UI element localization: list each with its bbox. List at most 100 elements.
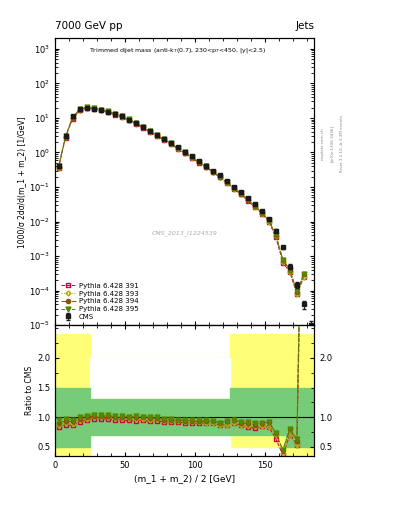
Y-axis label: Ratio to CMS: Ratio to CMS xyxy=(25,366,34,415)
Line: Pythia 6.428 391: Pythia 6.428 391 xyxy=(57,106,306,296)
Pythia 6.428 394 xyxy=(161,136,166,142)
Pythia 6.428 391 xyxy=(217,175,222,181)
Pythia 6.428 391 xyxy=(246,198,250,204)
Pythia 6.428 391 xyxy=(126,117,131,123)
Pythia 6.428 393 xyxy=(294,291,299,297)
Pythia 6.428 394 xyxy=(70,115,75,121)
Y-axis label: 1000/σ 2dσ/d(m_1 + m_2) [1/GeV]: 1000/σ 2dσ/d(m_1 + m_2) [1/GeV] xyxy=(17,116,26,248)
Pythia 6.428 393 xyxy=(281,259,285,265)
Pythia 6.428 395 xyxy=(204,163,208,169)
Pythia 6.428 394 xyxy=(105,109,110,115)
Pythia 6.428 391 xyxy=(154,133,159,139)
Pythia 6.428 393 xyxy=(147,129,152,135)
Pythia 6.428 393 xyxy=(266,219,271,225)
Pythia 6.428 391 xyxy=(70,116,75,122)
Pythia 6.428 393 xyxy=(98,107,103,113)
Pythia 6.428 395 xyxy=(252,203,257,209)
Line: Pythia 6.428 395: Pythia 6.428 395 xyxy=(56,105,306,294)
Pythia 6.428 394 xyxy=(63,134,68,140)
Pythia 6.428 394 xyxy=(288,267,292,273)
Text: Trimmed dijet mass (anti-k$_T$(0.7), 230<p$_T$<450, |y|<2.5): Trimmed dijet mass (anti-k$_T$(0.7), 230… xyxy=(89,46,266,55)
Pythia 6.428 394 xyxy=(119,114,124,120)
Pythia 6.428 393 xyxy=(231,185,236,191)
Pythia 6.428 391 xyxy=(56,165,61,172)
Pythia 6.428 394 xyxy=(112,111,117,117)
Pythia 6.428 394 xyxy=(91,105,96,112)
Pythia 6.428 395 xyxy=(112,111,117,117)
Pythia 6.428 395 xyxy=(217,174,222,180)
Pythia 6.428 394 xyxy=(98,106,103,113)
Pythia 6.428 393 xyxy=(196,159,201,165)
Pythia 6.428 391 xyxy=(210,169,215,175)
Pythia 6.428 395 xyxy=(84,104,89,110)
Pythia 6.428 394 xyxy=(281,257,285,263)
Pythia 6.428 394 xyxy=(77,106,82,113)
Pythia 6.428 395 xyxy=(210,168,215,175)
Text: 7000 GeV pp: 7000 GeV pp xyxy=(55,21,123,31)
Pythia 6.428 393 xyxy=(112,111,117,117)
Pythia 6.428 394 xyxy=(168,140,173,146)
Pythia 6.428 395 xyxy=(288,267,292,273)
Pythia 6.428 393 xyxy=(154,133,159,139)
Pythia 6.428 391 xyxy=(182,150,187,156)
Pythia 6.428 395 xyxy=(119,113,124,119)
Pythia 6.428 391 xyxy=(281,260,285,266)
Pythia 6.428 394 xyxy=(189,154,194,160)
Pythia 6.428 391 xyxy=(196,160,201,166)
Pythia 6.428 393 xyxy=(56,165,61,171)
Pythia 6.428 395 xyxy=(168,140,173,146)
Pythia 6.428 393 xyxy=(246,197,250,203)
Pythia 6.428 394 xyxy=(246,197,250,203)
Pythia 6.428 393 xyxy=(189,155,194,161)
Pythia 6.428 391 xyxy=(252,204,257,210)
Pythia 6.428 391 xyxy=(105,109,110,115)
Line: Pythia 6.428 394: Pythia 6.428 394 xyxy=(57,105,306,294)
Pythia 6.428 395 xyxy=(56,163,61,169)
Pythia 6.428 393 xyxy=(168,141,173,147)
Pythia 6.428 394 xyxy=(224,179,229,185)
Pythia 6.428 393 xyxy=(63,134,68,140)
Pythia 6.428 394 xyxy=(133,120,138,126)
Pythia 6.428 395 xyxy=(63,133,68,139)
Legend: Pythia 6.428 391, Pythia 6.428 393, Pythia 6.428 394, Pythia 6.428 395, CMS: Pythia 6.428 391, Pythia 6.428 393, Pyth… xyxy=(59,281,140,322)
Text: Rivet 3.1.10, ≥ 3.3M events: Rivet 3.1.10, ≥ 3.3M events xyxy=(340,115,344,172)
Pythia 6.428 391 xyxy=(288,269,292,275)
Pythia 6.428 394 xyxy=(147,128,152,134)
Pythia 6.428 393 xyxy=(161,137,166,143)
Pythia 6.428 393 xyxy=(84,105,89,111)
Pythia 6.428 393 xyxy=(252,204,257,210)
Pythia 6.428 395 xyxy=(70,114,75,120)
Pythia 6.428 395 xyxy=(140,124,145,130)
Pythia 6.428 395 xyxy=(105,108,110,114)
Pythia 6.428 391 xyxy=(140,124,145,131)
Pythia 6.428 395 xyxy=(246,196,250,202)
Pythia 6.428 394 xyxy=(126,116,131,122)
Pythia 6.428 394 xyxy=(266,217,271,223)
Pythia 6.428 395 xyxy=(266,217,271,223)
Pythia 6.428 394 xyxy=(84,104,89,111)
Pythia 6.428 393 xyxy=(105,109,110,115)
Pythia 6.428 393 xyxy=(217,175,222,181)
Pythia 6.428 391 xyxy=(84,105,89,112)
Pythia 6.428 395 xyxy=(161,136,166,142)
Pythia 6.428 395 xyxy=(98,106,103,113)
Pythia 6.428 391 xyxy=(168,141,173,147)
Pythia 6.428 394 xyxy=(239,190,243,197)
Pythia 6.428 395 xyxy=(239,190,243,196)
Text: [arXiv:1306.3436]: [arXiv:1306.3436] xyxy=(330,125,334,162)
Pythia 6.428 391 xyxy=(133,121,138,127)
Pythia 6.428 391 xyxy=(112,112,117,118)
Pythia 6.428 391 xyxy=(231,185,236,191)
Pythia 6.428 395 xyxy=(91,105,96,111)
Pythia 6.428 394 xyxy=(210,168,215,175)
Pythia 6.428 393 xyxy=(239,191,243,197)
Pythia 6.428 391 xyxy=(266,219,271,225)
Pythia 6.428 391 xyxy=(301,274,306,280)
Pythia 6.428 391 xyxy=(189,155,194,161)
Pythia 6.428 395 xyxy=(301,271,306,278)
Text: Jets: Jets xyxy=(296,21,314,31)
Pythia 6.428 395 xyxy=(154,132,159,138)
Pythia 6.428 393 xyxy=(301,274,306,280)
Pythia 6.428 395 xyxy=(147,128,152,134)
Pythia 6.428 395 xyxy=(281,257,285,263)
